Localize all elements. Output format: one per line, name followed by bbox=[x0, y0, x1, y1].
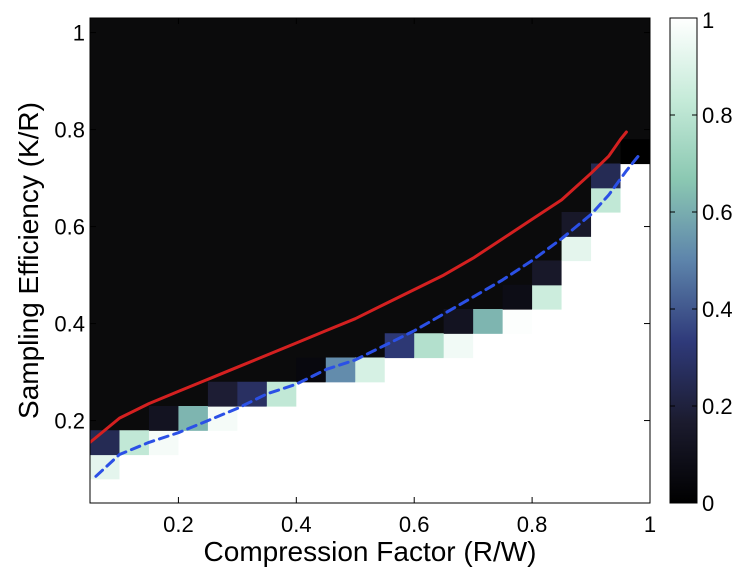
colorbar-tick-label: 0.2 bbox=[702, 394, 733, 419]
heatmap-cell bbox=[325, 381, 356, 503]
x-tick-label: 0.6 bbox=[399, 512, 430, 537]
y-tick-label: 0.2 bbox=[54, 409, 85, 434]
heatmap-cell bbox=[296, 381, 327, 503]
y-tick-label: 0.8 bbox=[54, 118, 85, 143]
heatmap-cell bbox=[591, 212, 622, 503]
x-axis-ticks: 0.2 0.4 0.6 0.8 1 bbox=[163, 18, 656, 537]
heatmap-cell bbox=[473, 309, 504, 334]
y-axis-label: Sampling Efficiency (K/R) bbox=[13, 102, 44, 419]
colorbar-tick-label: 0.6 bbox=[702, 200, 733, 225]
heatmap-cell bbox=[148, 406, 180, 431]
y-tick-label: 0.6 bbox=[54, 215, 85, 240]
x-tick-label: 0.2 bbox=[163, 512, 194, 537]
solid-curve bbox=[90, 130, 628, 444]
x-axis-label: Compression Factor (R/W) bbox=[204, 536, 537, 567]
heatmap-cell bbox=[90, 430, 121, 456]
colorbar-tick-label: 0.4 bbox=[702, 297, 733, 322]
colorbar: 0 0.2 0.4 0.6 0.8 1 bbox=[669, 8, 733, 516]
heatmap-cell bbox=[325, 357, 356, 383]
heatmap-cell bbox=[443, 309, 474, 334]
x-tick-label: 0.8 bbox=[517, 512, 548, 537]
heatmap-cell bbox=[561, 260, 592, 503]
plot-area: 0.2 0.4 0.6 0.8 1 0.2 0.4 0.6 0.8 1 bbox=[54, 17, 656, 537]
threshold-curves bbox=[90, 130, 640, 478]
y-tick-label: 0.4 bbox=[54, 312, 85, 337]
heatmap-cell bbox=[443, 333, 474, 359]
heatmap-cell bbox=[443, 357, 474, 503]
heatmap-cell bbox=[296, 357, 327, 383]
heatmap-cell bbox=[532, 260, 563, 286]
heatmap-cell bbox=[119, 454, 150, 503]
colorbar-ticks: 0 0.2 0.4 0.6 0.8 1 bbox=[670, 8, 733, 516]
heatmap-cell bbox=[178, 430, 209, 503]
plot-frame bbox=[89, 17, 651, 504]
dashed-curve bbox=[94, 154, 640, 478]
y-axis-ticks: 0.2 0.4 0.6 0.8 1 bbox=[54, 21, 650, 434]
heatmap-cell bbox=[473, 333, 504, 503]
heatmap-cell bbox=[384, 357, 415, 503]
heatmap-cell bbox=[266, 406, 297, 503]
heatmap-cell bbox=[414, 333, 445, 359]
heatmap-cell bbox=[148, 454, 180, 503]
heatmap-cell bbox=[502, 333, 533, 503]
heatmap-cell bbox=[237, 381, 268, 407]
heatmap-cell bbox=[90, 454, 121, 480]
colorbar-tick-label: 0 bbox=[702, 491, 714, 516]
heatmap-cell bbox=[502, 309, 533, 334]
heatmap-cell bbox=[207, 381, 238, 407]
heatmap-cells bbox=[90, 139, 650, 503]
heatmap-cell bbox=[237, 406, 268, 503]
heatmap-cell bbox=[620, 163, 650, 503]
heatmap-cell bbox=[561, 236, 592, 262]
colorbar-tick-label: 0.8 bbox=[702, 103, 733, 128]
heatmap-cell bbox=[90, 478, 121, 503]
heatmap-cell bbox=[207, 430, 238, 503]
heatmap-cell bbox=[355, 357, 386, 383]
heatmap-cell bbox=[502, 284, 533, 310]
heatmap-cell bbox=[355, 381, 386, 503]
heatmap-cell bbox=[532, 309, 563, 503]
heatmap-cell bbox=[532, 284, 563, 310]
x-tick-label: 1 bbox=[644, 512, 656, 537]
colorbar-tick-label: 1 bbox=[702, 8, 714, 33]
y-tick-label: 1 bbox=[73, 21, 85, 46]
colorbar-gradient bbox=[669, 17, 698, 504]
x-tick-label: 0.4 bbox=[281, 512, 312, 537]
heatmap-cell bbox=[414, 357, 445, 503]
